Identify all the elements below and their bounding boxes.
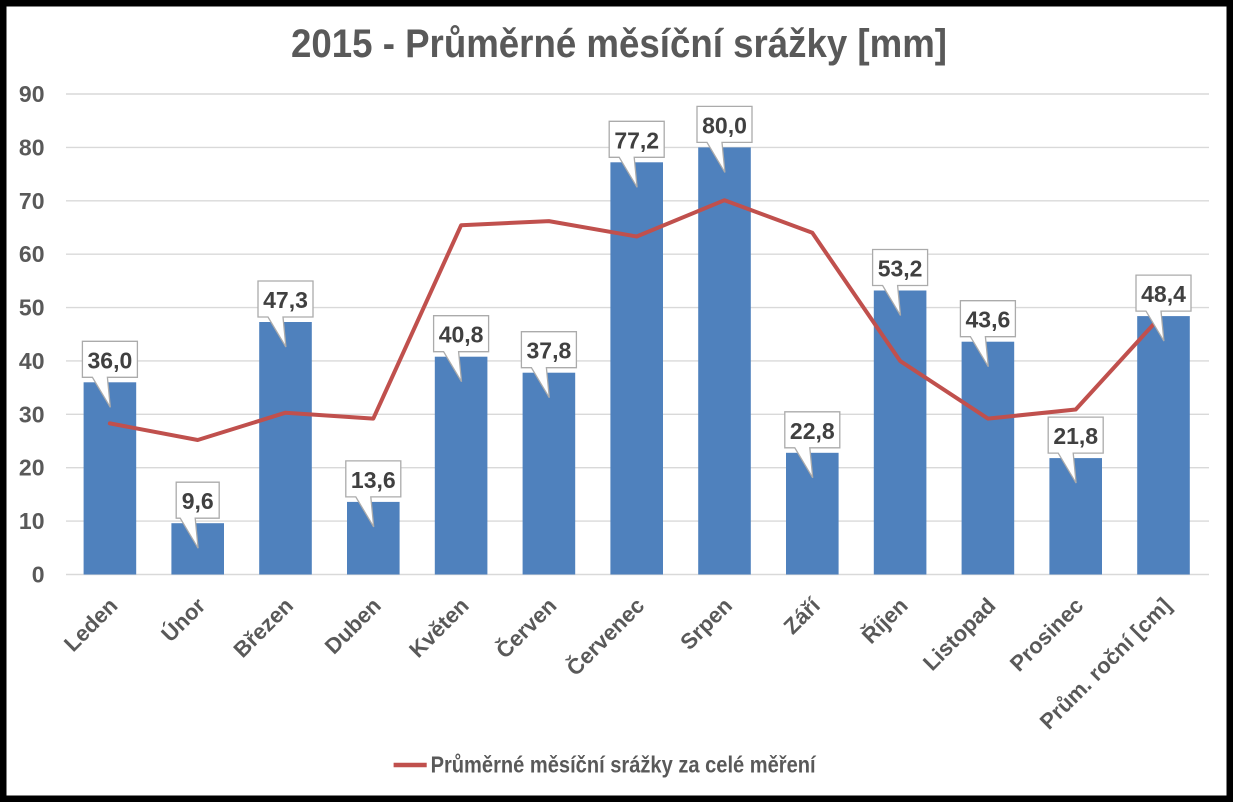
svg-text:53,2: 53,2 — [878, 256, 923, 282]
svg-text:80,0: 80,0 — [702, 112, 747, 138]
svg-text:13,6: 13,6 — [351, 467, 396, 493]
svg-text:40,8: 40,8 — [439, 322, 484, 348]
svg-text:0: 0 — [32, 562, 45, 588]
svg-text:30: 30 — [19, 401, 45, 427]
svg-text:48,4: 48,4 — [1141, 281, 1186, 307]
svg-text:2015 - Průměrné měsíční srážky: 2015 - Průměrné měsíční srážky [mm] — [291, 22, 947, 66]
svg-text:80: 80 — [19, 134, 45, 160]
svg-text:20: 20 — [19, 455, 45, 481]
svg-text:70: 70 — [19, 188, 45, 214]
svg-text:40: 40 — [19, 348, 45, 374]
svg-text:37,8: 37,8 — [527, 338, 572, 364]
svg-text:21,8: 21,8 — [1053, 423, 1098, 449]
svg-text:50: 50 — [19, 295, 45, 321]
svg-text:Průměrné měsíční srážky za cel: Průměrné měsíční srážky za celé měření — [431, 752, 817, 778]
svg-text:90: 90 — [19, 81, 45, 107]
svg-text:9,6: 9,6 — [182, 488, 214, 514]
svg-text:36,0: 36,0 — [88, 347, 133, 373]
svg-text:60: 60 — [19, 241, 45, 267]
svg-text:10: 10 — [19, 508, 45, 534]
svg-text:43,6: 43,6 — [966, 307, 1011, 333]
svg-text:77,2: 77,2 — [614, 127, 659, 153]
svg-text:22,8: 22,8 — [790, 418, 835, 444]
svg-text:47,3: 47,3 — [263, 287, 308, 313]
